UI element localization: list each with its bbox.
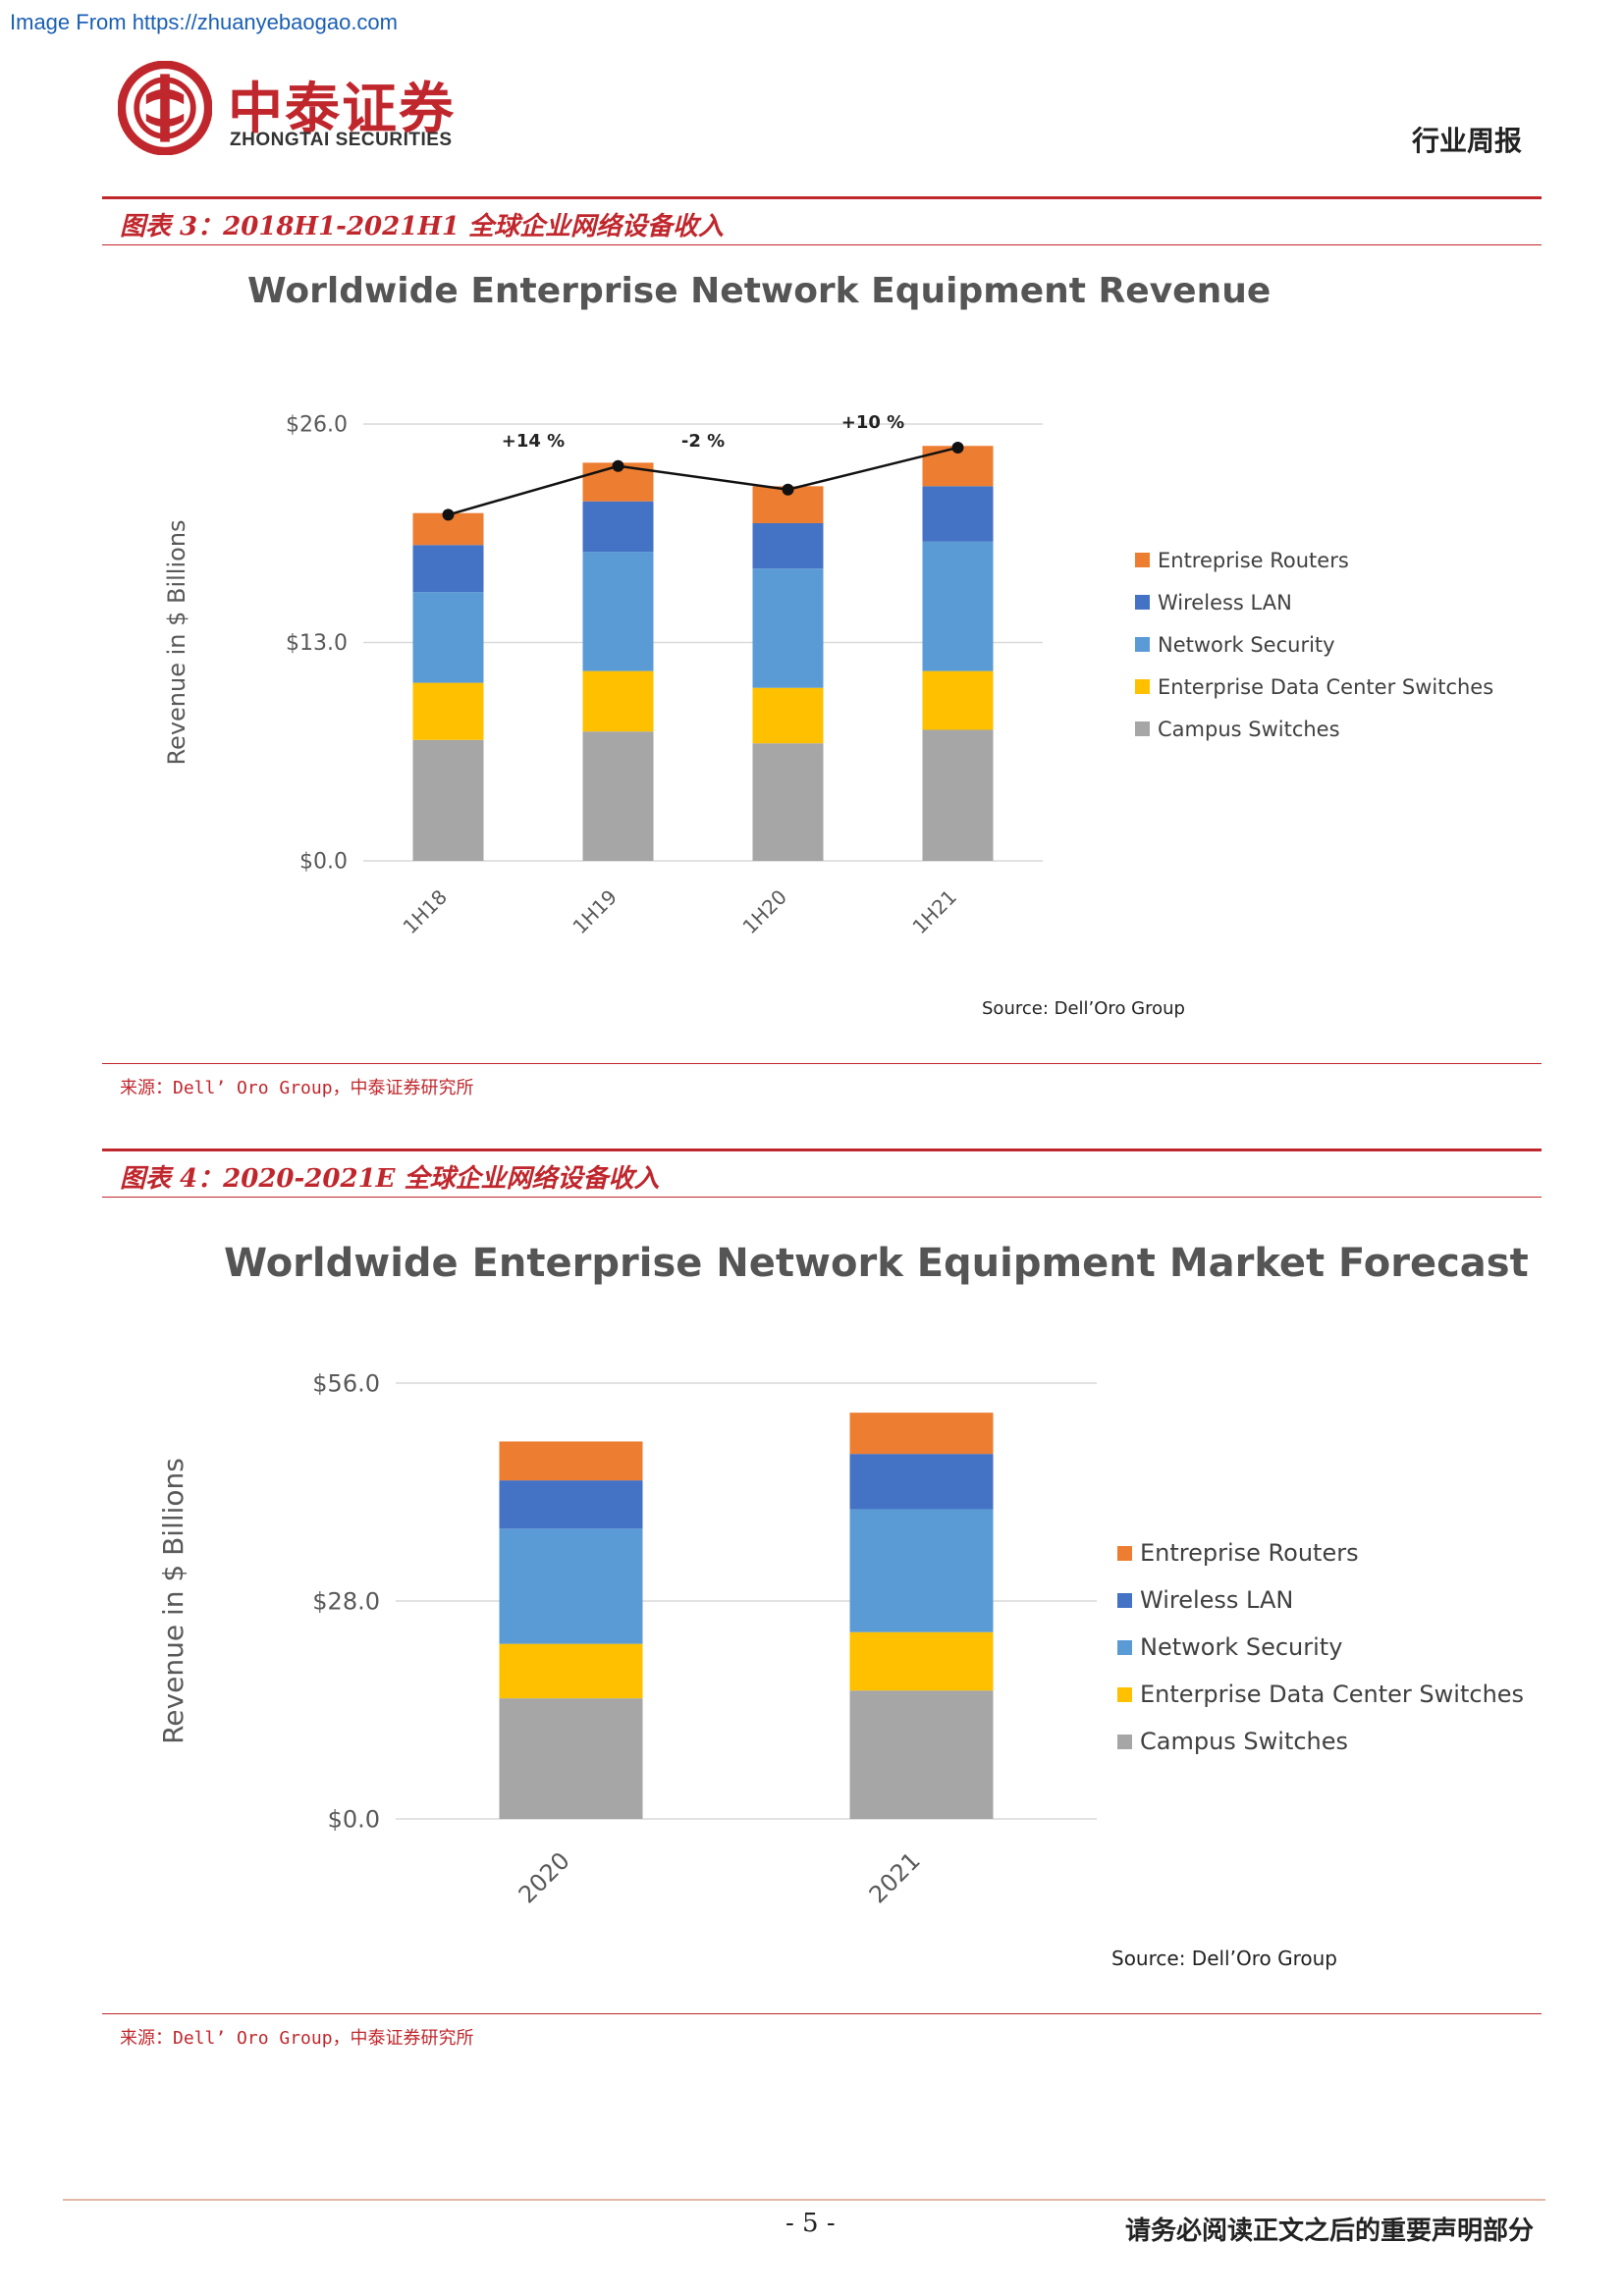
bar-segment (922, 729, 994, 861)
chart-source-label: Source: Dell’Oro Group (982, 998, 1185, 1019)
x-tick-label: 1H21 (907, 885, 961, 939)
logo-english-name: ZHONGTAI SECURITIES (230, 130, 453, 150)
figure4-source-note: 来源：Dell’ Oro Group，中泰证券研究所 (120, 2028, 474, 2049)
page-number: - 5 - (785, 2209, 836, 2238)
figure3-chart: $0.0 $13.0 $26.0 Revenue in $ Billions 1H18 1… (163, 412, 1493, 1019)
bar-segment (849, 1454, 994, 1510)
bar-segment (752, 743, 824, 861)
x-tick-label: 2020 (514, 1846, 575, 1908)
bar-segment (412, 682, 484, 740)
x-tick-label: 2021 (864, 1846, 926, 1908)
figure3-top-rule (102, 196, 1542, 199)
totals-point (951, 441, 964, 454)
watermark-text: Image From https://zhuanyebaogao.com (10, 10, 398, 34)
bar-segment (499, 1480, 643, 1529)
y-tick-label: $56.0 (312, 1369, 380, 1397)
bar-segment (752, 687, 824, 744)
figure3-bottom-rule (102, 1063, 1542, 1064)
legend-label: Entreprise Routers (1158, 549, 1349, 572)
bar-segment (582, 552, 654, 671)
legend-label: Enterprise Data Center Switches (1158, 675, 1493, 699)
bar-segment (499, 1643, 643, 1699)
bar-segment (849, 1509, 994, 1632)
logo-chinese-name: 中泰证券 (228, 78, 456, 141)
legend-label: Wireless LAN (1140, 1586, 1293, 1614)
y-tick-label: $28.0 (312, 1587, 380, 1615)
x-tick-label: 1H20 (737, 885, 791, 939)
y-tick-label: $13.0 (286, 631, 348, 656)
figure3-chart-title: Worldwide Enterprise Network Equipment R… (247, 271, 1272, 311)
figure4-caption: 图表 4：2020-2021E 全球企业网络设备收入 (120, 1164, 660, 1194)
bar-segment (752, 568, 824, 688)
figure4-chart: $0.0 $28.0 $56.0 Revenue in $ Billions 2020 2… (157, 1369, 1524, 1970)
growth-label: +10 % (841, 412, 904, 433)
legend-label: Network Security (1140, 1633, 1342, 1661)
totals-line (448, 446, 958, 516)
legend-label: Wireless LAN (1158, 591, 1292, 614)
legend-swatch (1117, 1546, 1132, 1561)
totals-point (612, 459, 624, 472)
legend-label: Enterprise Data Center Switches (1140, 1681, 1524, 1708)
bar-segment (499, 1698, 643, 1819)
figure3-source-note: 来源：Dell’ Oro Group，中泰证券研究所 (120, 1078, 474, 1098)
y-axis-label: Revenue in $ Billions (163, 519, 190, 765)
bar-segment (849, 1690, 994, 1819)
figure4-top-rule (102, 1148, 1542, 1151)
legend-swatch (1117, 1593, 1132, 1608)
bar-segment (922, 541, 994, 671)
legend-swatch (1135, 721, 1150, 736)
totals-point (782, 483, 794, 496)
growth-label: +14 % (502, 431, 565, 452)
y-tick-label: $0.0 (328, 1805, 380, 1833)
zhongtai-logo-icon (118, 61, 212, 155)
bar-segment (849, 1413, 994, 1455)
bar-segment (582, 670, 654, 732)
report-type-label: 行业周报 (1411, 125, 1522, 157)
footer-rule (63, 2199, 1545, 2201)
growth-label: -2 % (681, 431, 725, 452)
legend-swatch (1117, 1687, 1132, 1702)
y-axis-label: Revenue in $ Billions (157, 1458, 189, 1744)
footer-disclaimer: 请务必阅读正文之后的重要声明部分 (1124, 2216, 1534, 2246)
legend-swatch (1135, 679, 1150, 694)
legend-label: Network Security (1158, 633, 1335, 657)
bar-segment (849, 1631, 994, 1691)
legend-swatch (1117, 1640, 1132, 1655)
legend-label: Entreprise Routers (1140, 1539, 1359, 1567)
bar-segment (922, 486, 994, 542)
figure4-chart-title: Worldwide Enterprise Network Equipment M… (224, 1241, 1529, 1286)
figure4-caption-rule (102, 1197, 1542, 1198)
legend-label: Campus Switches (1158, 718, 1340, 741)
legend-label: Campus Switches (1140, 1728, 1348, 1755)
figure3-caption-rule (102, 244, 1542, 245)
y-tick-label: $26.0 (286, 413, 348, 438)
bar-segment (412, 545, 484, 593)
bar-segment (922, 670, 994, 730)
bar-segment (752, 522, 824, 569)
legend-swatch (1117, 1735, 1132, 1749)
bar-segment (412, 592, 484, 683)
legend-swatch (1135, 553, 1150, 567)
totals-point (442, 508, 455, 521)
legend-swatch (1135, 595, 1150, 610)
x-tick-label: 1H18 (398, 885, 452, 939)
figure4-bottom-rule (102, 2013, 1542, 2014)
chart-source-label: Source: Dell’Oro Group (1111, 1947, 1337, 1970)
x-tick-label: 1H19 (568, 885, 622, 939)
figure3-caption: 图表 3：2018H1-2021H1 全球企业网络设备收入 (120, 212, 725, 241)
bar-segment (582, 731, 654, 861)
bar-segment (412, 739, 484, 861)
bar-segment (582, 501, 654, 553)
y-tick-label: $0.0 (299, 850, 348, 875)
bar-segment (499, 1528, 643, 1644)
legend-swatch (1135, 637, 1150, 652)
bar-segment (499, 1441, 643, 1481)
